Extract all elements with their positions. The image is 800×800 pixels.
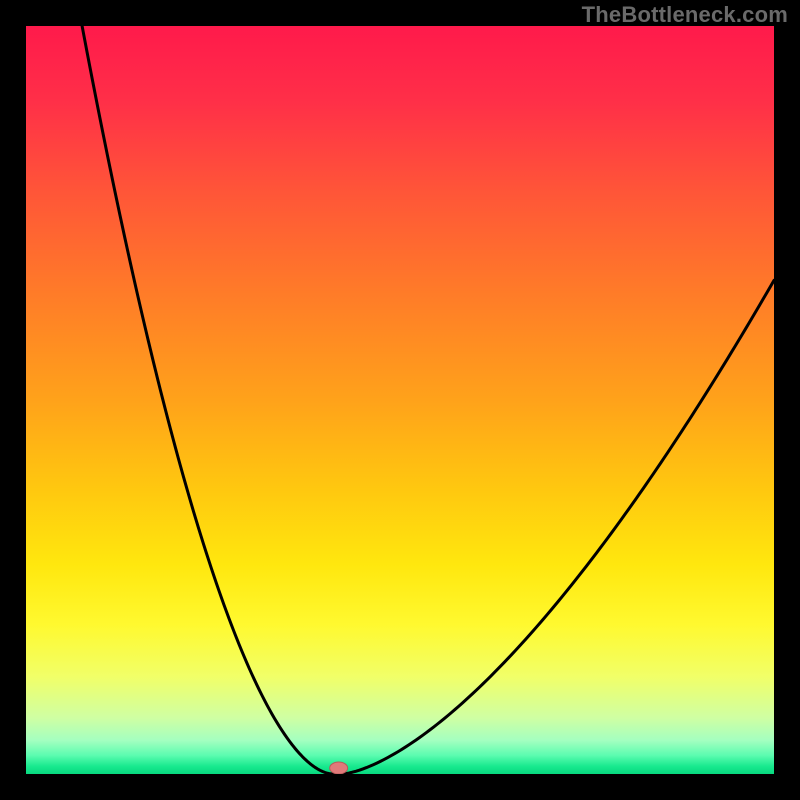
optimal-marker [330,762,348,774]
watermark-text: TheBottleneck.com [582,2,788,28]
bottleneck-chart [0,0,800,800]
plot-area [26,26,774,774]
chart-stage: TheBottleneck.com [0,0,800,800]
